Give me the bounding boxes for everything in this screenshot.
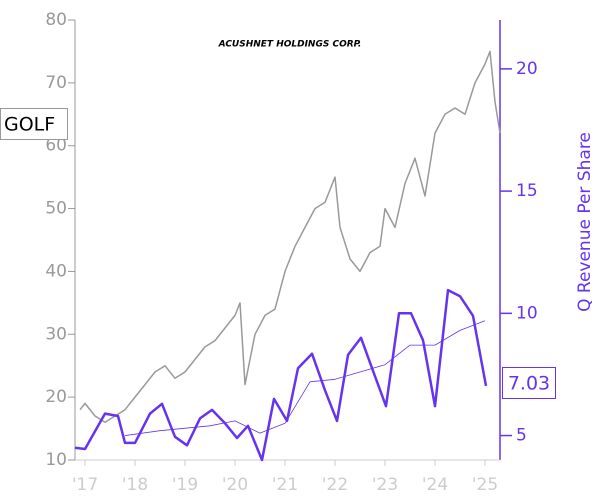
y-tick-label: 40 bbox=[45, 261, 67, 281]
y-tick-label: 10 bbox=[45, 450, 67, 470]
series-line bbox=[124, 320, 486, 436]
y-tick-label: 30 bbox=[45, 324, 67, 344]
x-tick-label: '17 bbox=[72, 475, 98, 495]
x-tick-label: '19 bbox=[172, 475, 198, 495]
x-tick-label: '18 bbox=[122, 475, 148, 495]
y-tick-label: 60 bbox=[45, 136, 67, 156]
y-tick-label: 80 bbox=[45, 10, 67, 30]
series-line bbox=[79, 50, 501, 424]
x-tick-label: '24 bbox=[422, 475, 448, 495]
y-tick-label: 50 bbox=[45, 199, 67, 219]
x-tick-label: '22 bbox=[322, 475, 348, 495]
series-line bbox=[74, 288, 488, 462]
y2-tick-label: 10 bbox=[516, 303, 538, 323]
ticker: GOLF bbox=[4, 114, 55, 136]
last-value-box bbox=[502, 367, 556, 399]
last-value: 7.03 bbox=[508, 373, 550, 395]
y2-tick-label: 15 bbox=[516, 181, 538, 201]
x-tick-label: '21 bbox=[272, 475, 298, 495]
y2-tick-label: 5 bbox=[516, 426, 527, 446]
x-tick-label: '25 bbox=[472, 475, 498, 495]
x-tick-label: '20 bbox=[222, 475, 248, 495]
chart-title: ACUSHNET HOLDINGS CORP. bbox=[218, 40, 362, 50]
y2-axis-label: Q Revenue Per Share bbox=[575, 132, 595, 312]
y-tick-label: 20 bbox=[45, 387, 67, 407]
y-tick-label: 70 bbox=[45, 73, 67, 93]
y2-tick-label: 20 bbox=[516, 59, 538, 79]
x-tick-label: '23 bbox=[372, 475, 398, 495]
ticker-box bbox=[0, 108, 68, 140]
